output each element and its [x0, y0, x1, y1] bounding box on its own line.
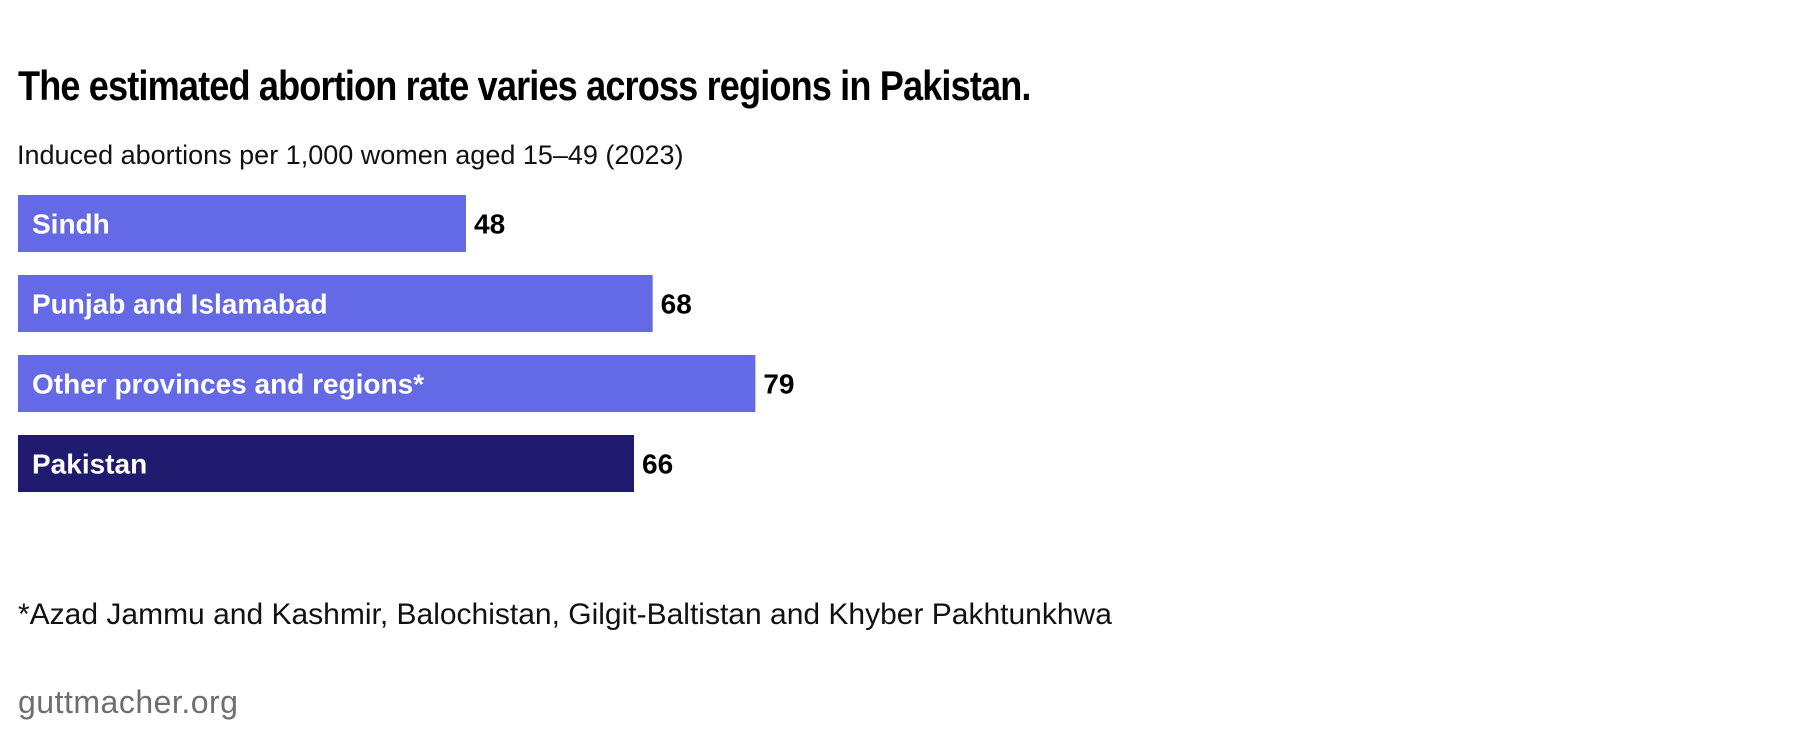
bar-chart: Sindh 48 Punjab and Islamabad 68 Other provi… — [18, 195, 794, 492]
category-label-2: Other provinces and regions* — [32, 369, 424, 400]
value-label-2: 79 — [763, 369, 794, 400]
value-label-0: 48 — [474, 209, 505, 240]
source-credit: guttmacher.org — [18, 684, 239, 720]
bar-1 — [18, 275, 653, 332]
value-label-3: 66 — [642, 449, 673, 480]
category-label-0: Sindh — [32, 209, 110, 240]
bar-0 — [18, 195, 466, 252]
category-label-3: Pakistan — [32, 449, 147, 480]
chart-subtitle: Induced abortions per 1,000 women aged 1… — [17, 140, 684, 170]
chart-title: The estimated abortion rate varies acros… — [18, 62, 1031, 109]
value-label-1: 68 — [661, 289, 692, 320]
chart-footnote: *Azad Jammu and Kashmir, Balochistan, Gi… — [18, 598, 1112, 631]
bar-2 — [18, 355, 756, 412]
bar-3 — [18, 435, 634, 492]
category-label-1: Punjab and Islamabad — [32, 289, 328, 320]
